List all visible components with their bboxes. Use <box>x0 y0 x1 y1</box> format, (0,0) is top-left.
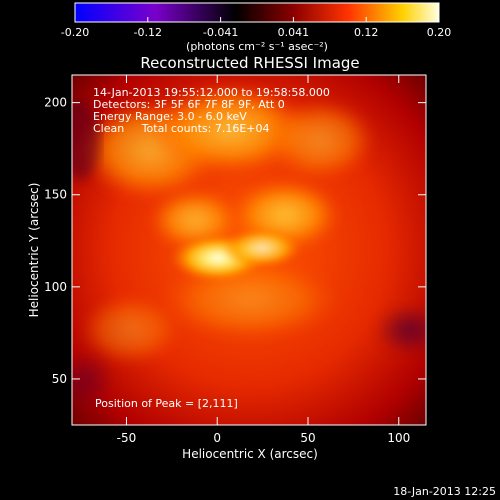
annotation-clean-counts: Clean Total counts: 7.16E+04 <box>93 122 270 135</box>
x-tick-label: 100 <box>387 431 410 445</box>
peak-position-label: Position of Peak = [2,111] <box>95 397 238 410</box>
y-tick-label: 200 <box>44 96 67 110</box>
colorbar <box>74 2 440 23</box>
y-axis-label: Heliocentric Y (arcsec) <box>27 183 41 318</box>
colorbar-ticks: -0.20 -0.12 -0.041 0.041 0.12 0.20 <box>61 17 451 39</box>
y-tick-label: 50 <box>52 372 67 386</box>
annotation-time-range: 14-Jan-2013 19:55:12.000 to 19:58:58.000 <box>93 86 330 99</box>
x-tick-label: 50 <box>300 431 315 445</box>
colorbar-tick-label: -0.12 <box>134 26 162 39</box>
colorbar-tick-label: 0.20 <box>427 26 452 39</box>
x-axis-ticks: -50 0 50 100 <box>117 75 410 445</box>
colorbar-tick-label: -0.041 <box>203 26 238 39</box>
y-axis-ticks: 50 100 150 200 <box>44 96 426 386</box>
colorbar-tick-label: -0.20 <box>61 26 89 39</box>
colorbar-tick-label: 0.041 <box>278 26 310 39</box>
chart-title: Reconstructed RHESSI Image <box>140 54 359 72</box>
y-tick-label: 100 <box>44 280 67 294</box>
heatmap-image <box>72 75 426 425</box>
y-tick-label: 150 <box>44 188 67 202</box>
colorbar-tick-label: 0.12 <box>354 26 379 39</box>
annotation-energy-range: Energy Range: 3.0 - 6.0 keV <box>93 110 247 123</box>
annotation-detectors: Detectors: 3F 5F 6F 7F 8F 9F, Att 0 <box>93 98 285 111</box>
plot-frame <box>71 74 427 426</box>
timestamp: 18-Jan-2013 12:25 <box>393 485 496 498</box>
x-axis-label: Heliocentric X (arcsec) <box>182 447 318 461</box>
colorbar-label: (photons cm⁻² s⁻¹ asec⁻²) <box>186 40 328 53</box>
x-tick-label: 0 <box>213 431 221 445</box>
x-tick-label: -50 <box>117 431 137 445</box>
